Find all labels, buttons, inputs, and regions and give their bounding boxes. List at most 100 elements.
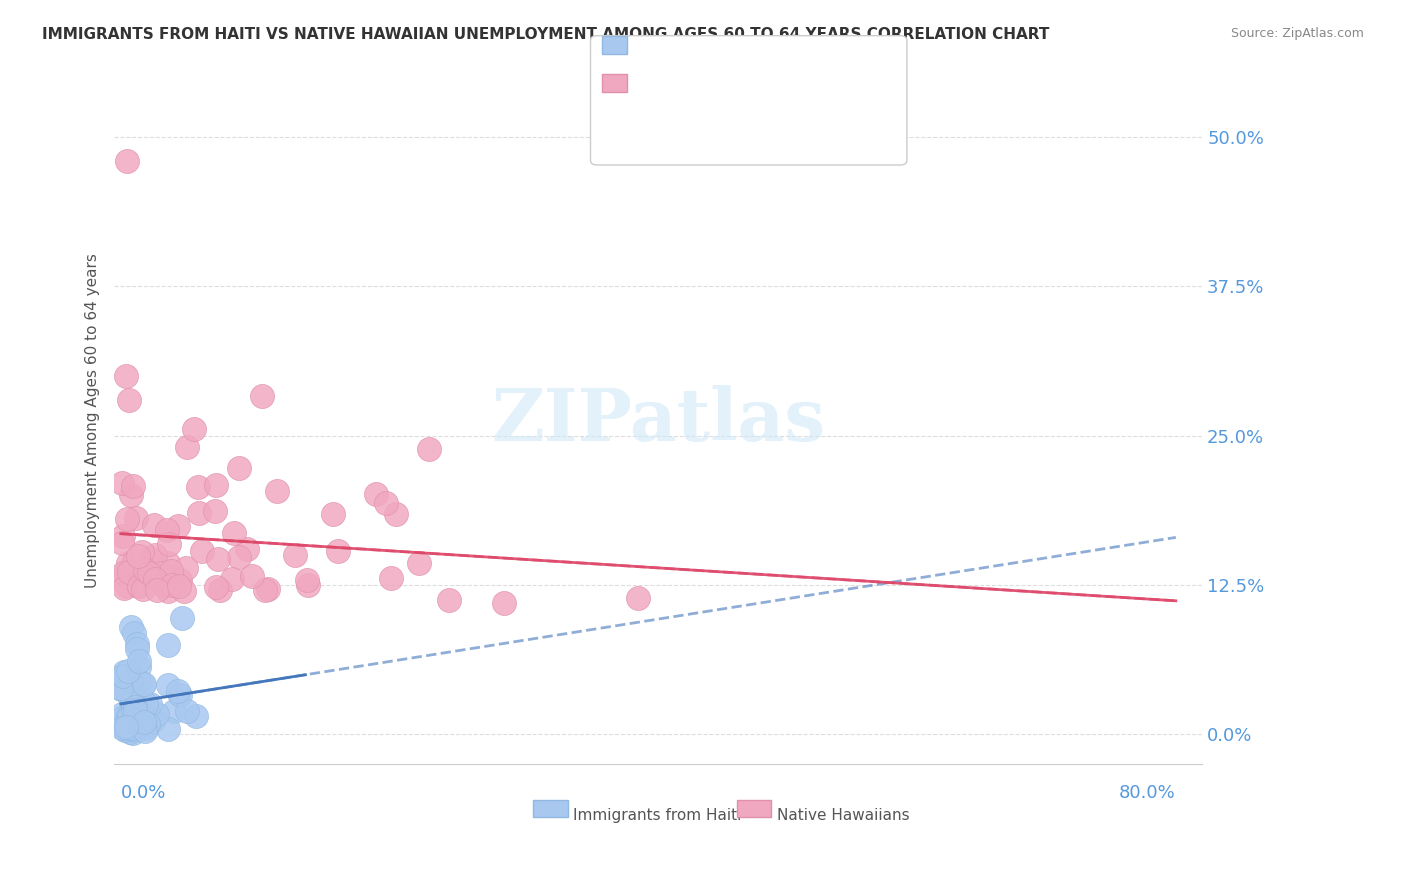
Point — [125, 707, 148, 722]
Point — [129, 717, 152, 731]
Point — [117, 556, 139, 570]
Text: N =: N = — [727, 74, 763, 92]
Point — [132, 582, 155, 597]
Text: Source: ZipAtlas.com: Source: ZipAtlas.com — [1230, 27, 1364, 40]
Point — [152, 578, 174, 592]
Point — [131, 677, 153, 691]
Y-axis label: Unemployment Among Ages 60 to 64 years: Unemployment Among Ages 60 to 64 years — [86, 253, 100, 588]
Point — [418, 442, 440, 457]
Point — [169, 573, 191, 587]
Point — [120, 721, 142, 735]
Point — [228, 550, 250, 565]
Point — [122, 688, 145, 702]
Point — [156, 523, 179, 537]
Point — [190, 544, 212, 558]
Point — [120, 673, 142, 688]
Point — [176, 704, 198, 718]
Point — [385, 507, 408, 521]
Point — [172, 611, 194, 625]
Point — [122, 703, 145, 717]
Point — [114, 579, 136, 593]
Point — [174, 560, 197, 574]
Point — [142, 714, 165, 728]
Point — [183, 422, 205, 436]
Text: R =: R = — [633, 36, 669, 54]
Point — [121, 479, 143, 493]
Point — [114, 679, 136, 693]
Point — [240, 568, 263, 582]
Point — [111, 475, 134, 490]
Point — [127, 549, 149, 563]
Point — [121, 704, 143, 718]
Point — [266, 484, 288, 499]
Point — [114, 722, 136, 736]
Text: N =: N = — [727, 36, 763, 54]
Point — [157, 722, 180, 736]
Point — [139, 697, 162, 711]
Point — [145, 572, 167, 586]
Point — [492, 596, 515, 610]
Text: Immigrants from Haiti: Immigrants from Haiti — [574, 808, 742, 823]
Point — [235, 541, 257, 556]
Point — [627, 591, 650, 605]
Point — [134, 677, 156, 691]
Point — [132, 715, 155, 730]
Point — [322, 507, 344, 521]
Point — [143, 518, 166, 533]
Point — [134, 723, 156, 738]
Point — [121, 725, 143, 739]
Point — [228, 461, 250, 475]
Point — [146, 707, 169, 722]
Point — [250, 389, 273, 403]
Point — [135, 697, 157, 711]
Point — [117, 565, 139, 579]
Point — [115, 368, 138, 383]
Point — [380, 571, 402, 585]
Point — [118, 724, 141, 739]
Point — [131, 545, 153, 559]
Point — [115, 720, 138, 734]
Point — [111, 711, 134, 725]
Point — [207, 552, 229, 566]
Point — [169, 689, 191, 703]
Point — [124, 555, 146, 569]
Point — [138, 566, 160, 580]
Point — [115, 683, 138, 698]
Text: 0.0%: 0.0% — [121, 784, 166, 802]
Point — [125, 642, 148, 657]
Point — [125, 511, 148, 525]
Point — [118, 710, 141, 724]
Point — [163, 704, 186, 718]
Point — [167, 684, 190, 698]
Point — [134, 563, 156, 577]
Point — [156, 584, 179, 599]
Point — [111, 722, 134, 736]
Point — [295, 573, 318, 587]
Point — [437, 593, 460, 607]
Point — [115, 722, 138, 736]
Point — [136, 706, 159, 720]
Point — [157, 678, 180, 692]
Point — [112, 665, 135, 679]
Point — [114, 566, 136, 581]
Point — [128, 660, 150, 674]
Point — [125, 637, 148, 651]
Point — [139, 550, 162, 565]
Point — [132, 714, 155, 728]
Point — [167, 519, 190, 533]
Point — [159, 536, 181, 550]
Point — [120, 488, 142, 502]
Text: ZIPatlas: ZIPatlas — [491, 385, 825, 456]
Text: 78: 78 — [761, 74, 783, 92]
Point — [111, 669, 134, 683]
Point — [115, 678, 138, 692]
Point — [143, 572, 166, 586]
Point — [124, 685, 146, 699]
Point — [143, 548, 166, 562]
FancyBboxPatch shape — [737, 799, 772, 817]
Point — [160, 578, 183, 592]
Point — [284, 549, 307, 563]
Text: 0.095: 0.095 — [671, 36, 723, 54]
Point — [253, 583, 276, 598]
Point — [122, 625, 145, 640]
